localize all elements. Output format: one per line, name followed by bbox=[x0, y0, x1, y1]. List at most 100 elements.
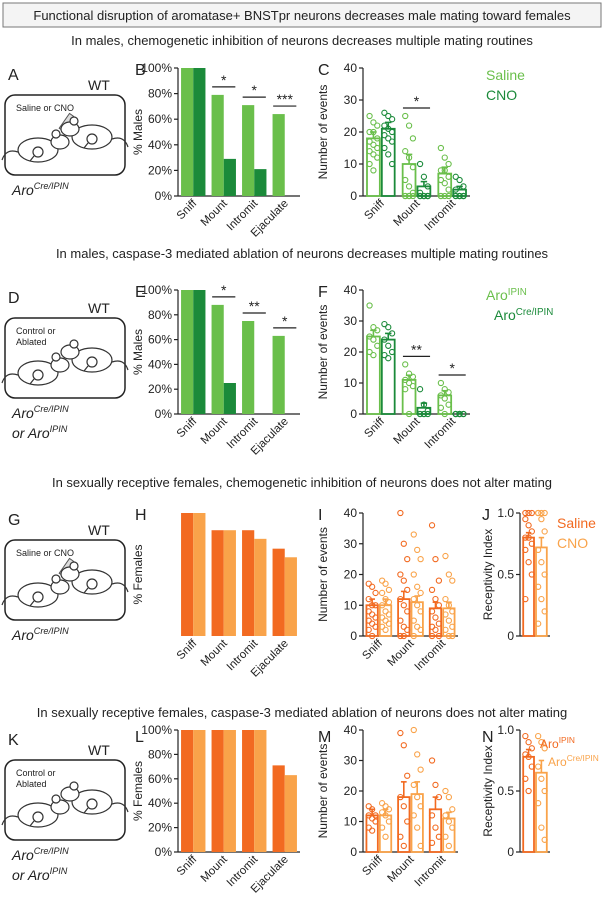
data-point bbox=[409, 164, 417, 171]
data-point bbox=[378, 577, 386, 584]
y-tick-label: 100% bbox=[141, 723, 172, 737]
data-point bbox=[538, 516, 545, 523]
data-point bbox=[405, 192, 413, 200]
data-point bbox=[522, 516, 529, 523]
mouse-tail bbox=[1, 595, 19, 606]
data-point bbox=[382, 617, 389, 624]
panel-label: E bbox=[135, 284, 146, 301]
data-point bbox=[441, 180, 448, 187]
data-point bbox=[397, 595, 404, 603]
data-point bbox=[456, 410, 463, 418]
data-point bbox=[365, 824, 372, 831]
data-point bbox=[378, 602, 386, 609]
panel-label: K bbox=[8, 732, 19, 749]
treatment-label: Control or bbox=[16, 768, 56, 778]
bar bbox=[242, 105, 255, 196]
data-point bbox=[445, 186, 452, 193]
data-point bbox=[372, 589, 379, 597]
data-point bbox=[385, 135, 392, 142]
y-tick-label: 0 bbox=[350, 845, 357, 859]
data-point bbox=[400, 602, 407, 609]
text-part: Aro bbox=[11, 405, 34, 421]
strain-label: WT bbox=[88, 77, 110, 93]
y-axis-label: % Females bbox=[131, 544, 145, 604]
data-point bbox=[385, 620, 393, 627]
data-point bbox=[541, 528, 548, 535]
data-point bbox=[541, 608, 548, 615]
data-point bbox=[370, 324, 377, 331]
section-heading: In males, chemogenetic inhibition of neu… bbox=[71, 33, 533, 48]
legend-name: Saline bbox=[486, 67, 525, 83]
data-point bbox=[409, 192, 417, 200]
significance-label: * bbox=[221, 282, 227, 298]
x-tick-label: Sniff bbox=[362, 415, 387, 440]
data-point bbox=[528, 540, 535, 547]
bar bbox=[428, 607, 443, 637]
legend-entry: AroIPIN bbox=[486, 287, 527, 303]
y-tick-label: 40% bbox=[148, 796, 172, 810]
bar bbox=[223, 383, 236, 414]
legend-entry: CNO bbox=[486, 87, 517, 103]
data-point bbox=[368, 815, 376, 822]
data-point bbox=[366, 148, 373, 155]
bar bbox=[211, 530, 224, 636]
bar bbox=[254, 730, 267, 852]
y-tick-label: 20% bbox=[148, 382, 172, 396]
data-point bbox=[428, 632, 436, 640]
data-point bbox=[445, 632, 453, 640]
data-point bbox=[402, 192, 409, 200]
y-axis-label: Receptivity Index bbox=[481, 529, 495, 620]
data-point bbox=[409, 135, 417, 142]
treatment-label: Ablated bbox=[16, 779, 47, 789]
data-point bbox=[397, 617, 404, 624]
text-part: Aro bbox=[11, 182, 34, 198]
data-point bbox=[368, 611, 376, 618]
data-point bbox=[366, 112, 373, 120]
y-tick-label: 0.5 bbox=[497, 568, 514, 582]
bar bbox=[181, 68, 194, 196]
data-point bbox=[410, 617, 417, 624]
bar bbox=[242, 530, 255, 636]
data-point bbox=[417, 555, 424, 563]
legend-superscript: IPIN bbox=[559, 735, 575, 745]
y-tick-label: 30 bbox=[344, 754, 358, 768]
data-point bbox=[528, 509, 535, 517]
data-point bbox=[374, 144, 381, 152]
data-point bbox=[525, 753, 532, 760]
legend-name: Aro bbox=[486, 287, 508, 303]
sex-symbol bbox=[86, 133, 98, 145]
data-point bbox=[441, 154, 448, 161]
data-point bbox=[397, 571, 404, 578]
data-point bbox=[428, 522, 436, 529]
y-tick-label: 0 bbox=[350, 407, 357, 421]
bar bbox=[380, 338, 396, 415]
data-point bbox=[404, 586, 411, 594]
data-point bbox=[424, 407, 431, 415]
superscript: Cre/IPIN bbox=[34, 181, 69, 191]
data-point bbox=[437, 192, 445, 200]
y-tick-label: 10 bbox=[344, 598, 358, 612]
data-point bbox=[365, 608, 372, 615]
data-point bbox=[382, 626, 389, 633]
mouse-ear bbox=[51, 794, 61, 804]
title-box bbox=[2, 2, 602, 28]
data-point bbox=[382, 812, 389, 819]
data-point bbox=[366, 302, 373, 309]
data-point bbox=[414, 824, 421, 831]
data-point bbox=[381, 122, 388, 129]
text-part: or Aro bbox=[12, 425, 50, 441]
data-point bbox=[368, 632, 376, 640]
section-heading: In sexually receptive females, chemogene… bbox=[52, 475, 552, 490]
data-point bbox=[424, 410, 431, 418]
genotype-label: AroCre/IPIN bbox=[11, 181, 69, 198]
data-point bbox=[388, 348, 396, 356]
bar bbox=[535, 771, 548, 853]
bar bbox=[223, 530, 236, 636]
x-tick-label: Sniff bbox=[175, 415, 200, 440]
data-point bbox=[400, 842, 407, 850]
y-tick-label: 0 bbox=[507, 629, 514, 643]
data-point bbox=[378, 809, 386, 816]
data-point bbox=[442, 833, 449, 840]
strain-label: WT bbox=[88, 522, 110, 538]
data-point bbox=[416, 192, 424, 200]
